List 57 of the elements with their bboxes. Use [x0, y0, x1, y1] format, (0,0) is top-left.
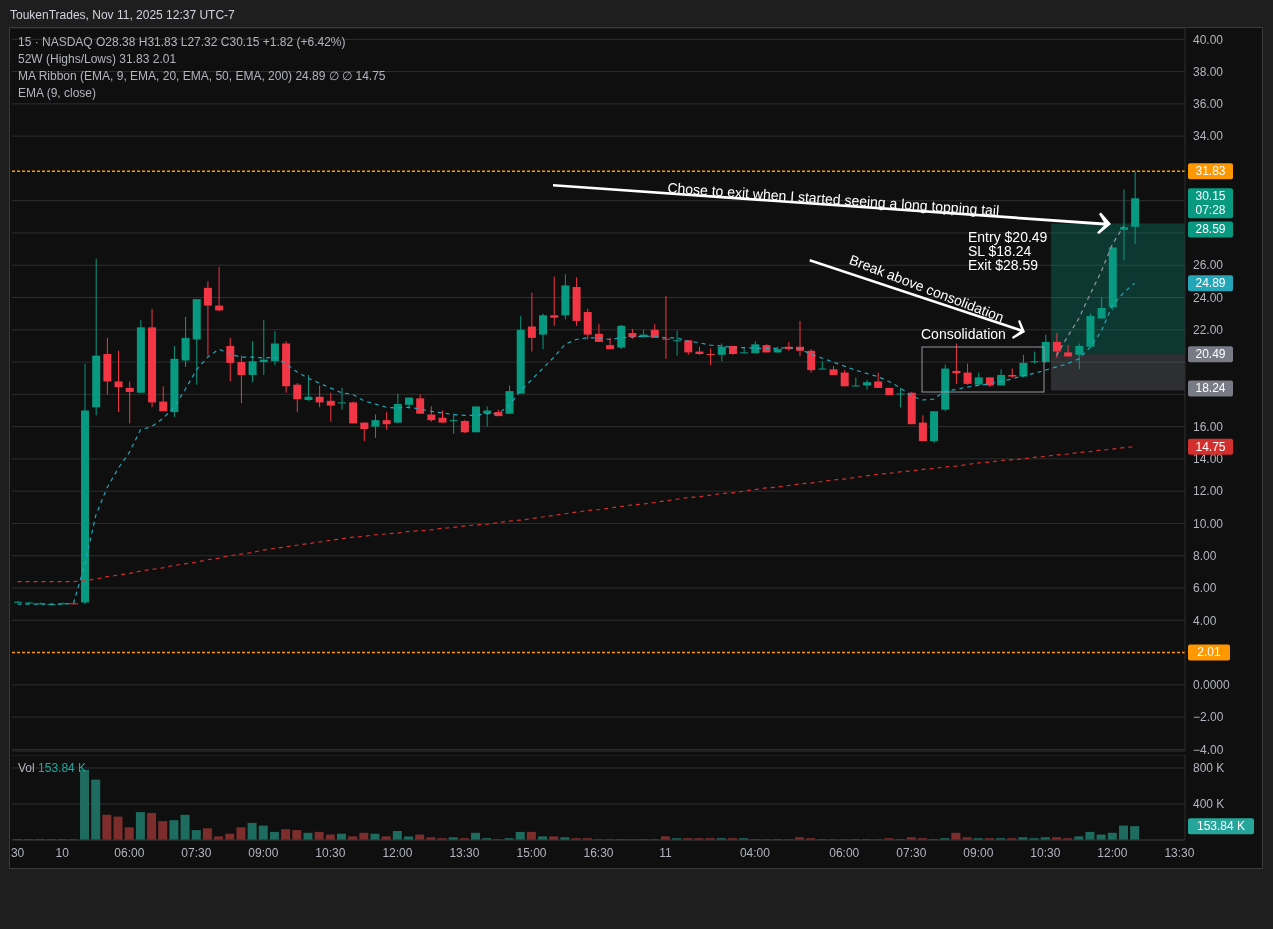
x-tick-label: 10:30: [315, 845, 346, 860]
x-tick-label: 07:30: [181, 845, 212, 860]
x-tick-label: 30: [10, 845, 25, 860]
band-label: 28.59: [1195, 222, 1226, 237]
x-tick-label: 12:00: [1097, 845, 1128, 860]
x-tick-label: 11: [659, 845, 673, 860]
x-tick-label: 09:00: [963, 845, 994, 860]
y-tick-label: 4.00: [1193, 613, 1217, 628]
x-tick-label: 12:00: [382, 845, 413, 860]
band-label: 18.24: [1195, 381, 1226, 396]
x-tick-label: 16:30: [583, 845, 614, 860]
annotation: Consolidation: [921, 326, 1006, 342]
annotation: SL $18.24: [968, 243, 1032, 259]
x-tick-label: 06:00: [829, 845, 860, 860]
x-tick-label: 10: [55, 845, 70, 860]
y-tick-label: 6.00: [1193, 581, 1217, 596]
text: 15 · NASDAQ O28.38 H31.83 L27.32 C30.15 +1.82 (+6.42%): [18, 35, 346, 49]
y-tick-label: 8.00: [1193, 548, 1217, 563]
y-tick-label: 38.00: [1193, 64, 1224, 79]
annotation: EMA (9, close): [18, 86, 97, 100]
ref-line-label: 31.83: [1195, 164, 1226, 179]
x-tick-label: 07:30: [896, 845, 927, 860]
y-tick-label: 34.00: [1193, 129, 1224, 144]
text: 30.15: [1195, 189, 1226, 204]
text: ToukenTrades, Nov 11, 2025 12:37 UTC-7: [10, 8, 236, 22]
y-tick-label: 14.00: [1193, 452, 1224, 467]
annotation: MA Ribbon (EMA, 9, EMA, 20, EMA, 50, EMA, 200) 24.89 ∅ ∅ 14.75: [18, 69, 386, 83]
text: 07:28: [1195, 203, 1226, 218]
y-tick-label: 40.00: [1193, 32, 1224, 47]
x-tick-label: 04:00: [739, 845, 771, 860]
y-tick-label: −2.00: [1193, 710, 1224, 725]
text: 14.75: [1195, 439, 1226, 454]
x-tick-label: 06:00: [114, 845, 145, 860]
text: 24.89: [1195, 276, 1226, 291]
text: 153.84 K: [1196, 819, 1246, 834]
ref-line-label: 2.01: [1197, 645, 1221, 660]
text: 20.49: [1195, 347, 1226, 362]
annotation: Exit $28.59: [968, 257, 1039, 273]
y-tick-label: 12.00: [1193, 484, 1224, 499]
y-tick-label: 0.0000: [1193, 678, 1231, 693]
text: Vol: [18, 761, 35, 775]
x-tick-label: 13:30: [1164, 845, 1195, 860]
x-tick-label: 13:30: [449, 845, 480, 860]
y-tick-label: −4.00: [1193, 742, 1224, 757]
y-tick-label: 400 K: [1193, 797, 1225, 812]
x-tick-label: 10:30: [1030, 845, 1061, 860]
annotation: 52W (Highs/Lows) 31.83 2.01: [18, 52, 177, 66]
x-tick-label: 15:00: [516, 845, 547, 860]
y-tick-label: 22.00: [1193, 323, 1224, 338]
y-tick-label: 800 K: [1193, 761, 1225, 776]
y-tick-label: 24.00: [1193, 290, 1224, 305]
y-tick-label: 10.00: [1193, 516, 1224, 531]
y-tick-label: 16.00: [1193, 419, 1224, 434]
annotation: Entry $20.49: [968, 229, 1048, 245]
y-tick-label: 36.00: [1193, 97, 1224, 112]
x-tick-label: 09:00: [248, 845, 279, 860]
y-tick-label: 26.00: [1193, 258, 1224, 273]
